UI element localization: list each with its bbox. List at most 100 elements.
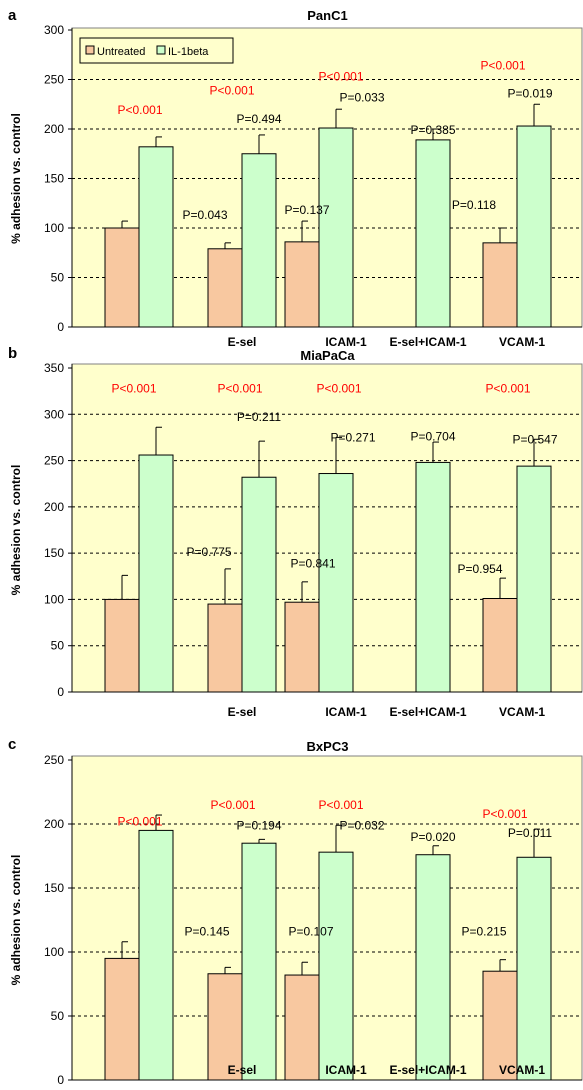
bar-untreated [207, 973, 243, 1081]
y-tick-label: 250 [44, 454, 64, 468]
bar-il1beta [516, 125, 552, 328]
category-label: E-sel [228, 705, 257, 719]
bar-il1beta [241, 476, 277, 693]
p-value-label: P<0.001 [482, 807, 527, 821]
p-value-label: P<0.001 [209, 83, 254, 97]
p-value-label: P<0.001 [316, 381, 361, 395]
y-tick-label: 0 [57, 685, 64, 699]
bar-il1beta [516, 465, 552, 693]
p-value-label: P=0.215 [461, 925, 506, 939]
panel-a: 0 50 100 150 200 250 300 a PanC1 % adhesion vs. c… [8, 7, 583, 349]
y-tick-label: 300 [44, 407, 64, 421]
panel-c: 0 50 100 150 200 250 c BxPC3 % adhesion vs. cont… [8, 736, 583, 1087]
y-tick-label: 250 [44, 73, 64, 87]
p-value-label: P=0.033 [339, 90, 384, 104]
y-tick-label: 0 [57, 320, 64, 334]
y-axis-label: % adhesion vs. control [9, 113, 23, 244]
p-value-label: P<0.001 [210, 798, 255, 812]
y-axis-label: % adhesion vs. control [9, 855, 23, 986]
p-value-label: P<0.001 [485, 381, 530, 395]
p-value-label: P=0.704 [410, 430, 455, 444]
bar-il1beta [138, 146, 174, 328]
p-value-label: P=0.194 [236, 818, 281, 832]
chart-title: PanC1 [307, 8, 347, 23]
p-value-label: P=0.145 [184, 925, 229, 939]
panel-letter: a [8, 7, 17, 24]
p-value-label: P=0.271 [330, 430, 375, 444]
p-value-label: P=0.020 [410, 830, 455, 844]
p-value-label: P=0.954 [457, 562, 502, 576]
category-label: VCAM-1 [499, 705, 545, 719]
bar-untreated [104, 227, 140, 328]
y-tick-label: 200 [44, 122, 64, 136]
y-tick-label: 150 [44, 881, 64, 895]
p-value-label: P=0.011 [508, 826, 552, 840]
y-tick-label: 200 [44, 500, 64, 514]
bar-untreated [104, 957, 140, 1081]
p-value-label: P=0.385 [410, 123, 455, 137]
p-value-label: P=0.043 [182, 208, 227, 222]
y-tick-label: 50 [51, 271, 65, 285]
bar-untreated [482, 242, 518, 328]
p-value-label: P=0.841 [290, 556, 335, 570]
bar-il1beta [415, 854, 451, 1081]
y-axis-label: % adhesion vs. control [9, 465, 23, 596]
y-tick-label: 250 [44, 753, 64, 767]
chart-title: BxPC3 [307, 739, 349, 754]
y-tick-label: 100 [44, 945, 64, 959]
y-tick-label: 0 [57, 1073, 64, 1085]
bar-il1beta [318, 127, 354, 328]
y-tick-label: 300 [44, 23, 64, 37]
category-label: E-sel+ICAM-1 [389, 1063, 466, 1077]
bar-untreated [284, 974, 320, 1081]
p-value-label: P<0.001 [217, 381, 262, 395]
category-label: VCAM-1 [499, 1063, 545, 1077]
p-value-label: P=0.118 [452, 198, 496, 212]
category-label: ICAM-1 [325, 1063, 367, 1077]
p-value-label: P<0.001 [117, 103, 162, 117]
p-value-label: P=0.019 [507, 86, 552, 100]
category-label: E-sel+ICAM-1 [389, 335, 466, 349]
bar-il1beta [318, 851, 354, 1081]
y-tick-label: 50 [51, 1009, 65, 1023]
y-tick-label: 150 [44, 172, 64, 186]
p-value-label: P=0.547 [512, 432, 557, 446]
y-tick-label: 350 [44, 361, 64, 375]
bar-il1beta [415, 139, 451, 328]
p-value-label: P=0.494 [236, 112, 281, 126]
y-tick-label: 100 [44, 221, 64, 235]
p-value-label: P<0.001 [318, 798, 363, 812]
category-label: E-sel+ICAM-1 [389, 705, 466, 719]
bar-untreated [284, 601, 320, 693]
p-value-label: P<0.001 [111, 381, 156, 395]
panel-letter: c [8, 736, 16, 753]
bar-il1beta [415, 461, 451, 693]
legend-swatch-il1beta [156, 45, 166, 55]
legend-swatch-untreated [85, 45, 95, 55]
legend-label-il1beta: IL-1beta [168, 46, 209, 58]
p-value-label: P<0.001 [117, 814, 162, 828]
y-tick-label: 200 [44, 817, 64, 831]
p-value-label: P=0.032 [339, 818, 384, 832]
panel-letter: b [8, 345, 17, 362]
p-value-label: P<0.001 [318, 70, 363, 84]
legend-label-untreated: Untreated [97, 46, 145, 58]
p-value-label: P=0.137 [284, 203, 329, 217]
chart-title: MiaPaCa [300, 348, 355, 363]
p-value-label: P=0.107 [288, 925, 333, 939]
bar-il1beta [318, 473, 354, 693]
bar-untreated [207, 248, 243, 328]
bar-untreated [207, 603, 243, 693]
legend: Untreated IL-1beta [79, 37, 234, 64]
bar-il1beta [138, 454, 174, 693]
category-label: ICAM-1 [325, 335, 367, 349]
bar-untreated [482, 598, 518, 693]
y-tick-label: 150 [44, 546, 64, 560]
bar-untreated [104, 598, 140, 693]
bar-il1beta [516, 856, 552, 1081]
category-label: E-sel [228, 335, 257, 349]
p-value-label: P=0.775 [186, 545, 231, 559]
category-label: VCAM-1 [499, 335, 545, 349]
y-tick-label: 100 [44, 592, 64, 606]
